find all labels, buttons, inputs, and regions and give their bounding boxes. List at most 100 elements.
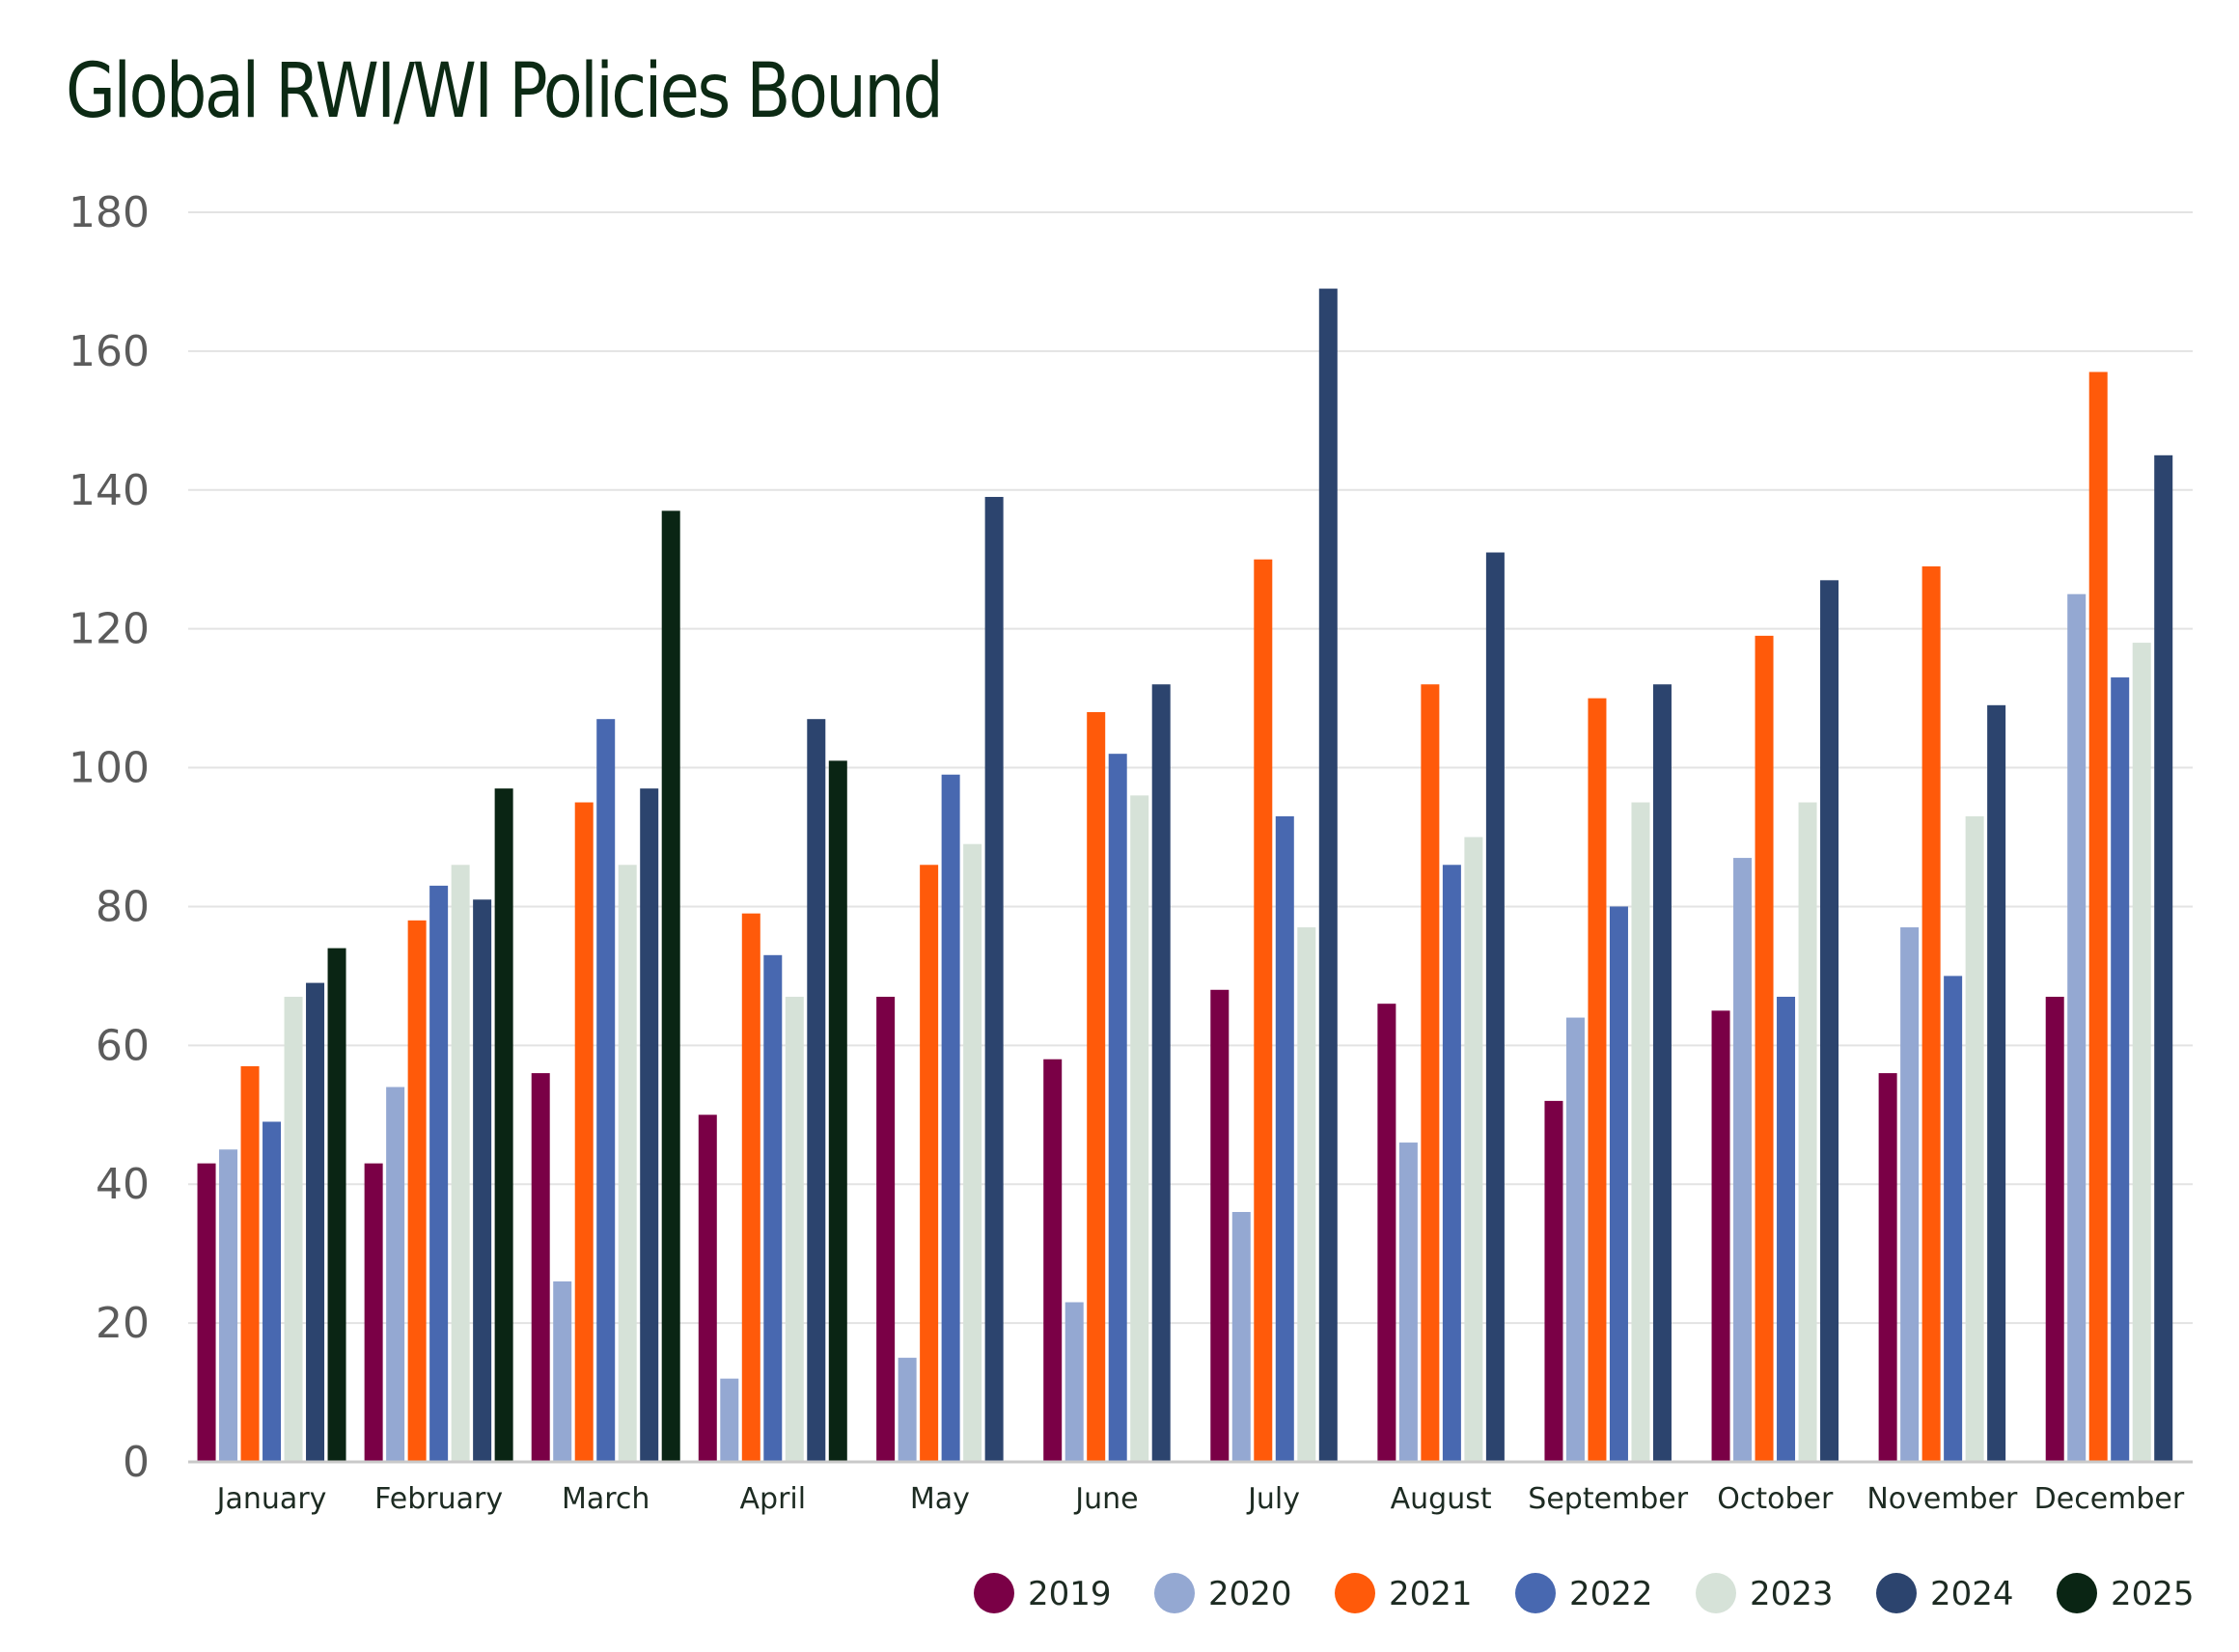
legend-item-2020: 2020 [1154, 1573, 1292, 1613]
bar-2023-may [963, 843, 982, 1462]
bar-2023-june [1130, 795, 1149, 1462]
bar-2022-june [1108, 754, 1127, 1462]
bar-2021-march [574, 802, 594, 1462]
bar-2024-may [984, 496, 1004, 1462]
bar-2021-october [1755, 635, 1774, 1462]
bar-2021-august [1421, 684, 1440, 1462]
bar-2020-september [1565, 1017, 1585, 1462]
x-tick-label: September [1528, 1482, 1688, 1516]
bar-2022-april [763, 954, 783, 1462]
bar-2023-august [1464, 837, 1483, 1462]
y-tick-label: 160 [69, 327, 150, 376]
legend-label: 2024 [1930, 1575, 2014, 1613]
bar-2019-october [1711, 1010, 1730, 1462]
legend-swatch [1335, 1573, 1375, 1613]
bar-2020-february [386, 1087, 405, 1462]
bar-2020-august [1398, 1143, 1418, 1462]
x-tick-label: May [910, 1482, 970, 1516]
bar-2019-february [364, 1163, 383, 1462]
legend-swatch [2057, 1573, 2097, 1613]
legend-label: 2022 [1569, 1575, 1653, 1613]
bar-2024-august [1485, 552, 1505, 1462]
legend-item-2023: 2023 [1696, 1573, 1834, 1613]
x-tick-label: June [1073, 1482, 1138, 1516]
y-axis-ticks: 0 20 40 60 80 100 120 140 160 180 [69, 188, 150, 1487]
bar-2024-december [2154, 454, 2173, 1462]
x-axis-ticks: January February March April May June July Augu… [215, 1482, 2185, 1516]
legend: 2019 2020 2021 2022 2023 2024 2025 [974, 1573, 2195, 1613]
bar-2022-march [596, 719, 616, 1462]
bar-2023-october [1798, 802, 1817, 1462]
bar-2020-march [553, 1280, 572, 1462]
legend-label: 2019 [1028, 1575, 1112, 1613]
legend-label: 2023 [1750, 1575, 1834, 1613]
bars [197, 289, 2173, 1463]
bar-2020-december [2067, 593, 2087, 1462]
bar-2019-june [1043, 1059, 1063, 1462]
bar-2020-january [219, 1149, 238, 1462]
x-tick-label: March [562, 1482, 650, 1516]
bar-2024-april [807, 719, 826, 1462]
bar-2024-september [1652, 684, 1672, 1462]
bar-2025-january [327, 948, 346, 1462]
bar-2020-june [1064, 1302, 1084, 1462]
bar-2021-july [1254, 559, 1273, 1462]
legend-swatch [1515, 1573, 1556, 1613]
bar-2021-september [1588, 698, 1607, 1462]
bar-2022-august [1442, 865, 1461, 1462]
y-tick-label: 120 [69, 605, 150, 654]
bar-2024-january [306, 982, 325, 1462]
x-tick-label: February [374, 1482, 503, 1516]
bar-2023-november [1965, 815, 1984, 1462]
bar-2022-may [941, 774, 960, 1462]
legend-item-2019: 2019 [974, 1573, 1112, 1613]
bar-2019-july [1210, 989, 1230, 1462]
bar-2023-january [284, 996, 303, 1462]
bar-2021-december [2088, 372, 2108, 1463]
bar-2023-april [785, 996, 804, 1462]
y-tick-label: 100 [69, 744, 150, 793]
bar-2021-april [741, 913, 760, 1462]
gridlines [188, 211, 2193, 1325]
bar-2020-april [720, 1378, 739, 1462]
bar-2021-june [1087, 712, 1106, 1462]
bar-2024-march [640, 788, 659, 1462]
bar-2020-july [1231, 1212, 1251, 1462]
bar-2024-june [1151, 684, 1171, 1462]
bar-2020-november [1900, 927, 1920, 1462]
bar-2020-may [898, 1358, 917, 1462]
bar-2019-january [197, 1163, 216, 1462]
bar-2023-february [451, 865, 470, 1462]
legend-label: 2020 [1208, 1575, 1292, 1613]
bar-2022-september [1609, 906, 1628, 1462]
legend-label: 2021 [1389, 1575, 1473, 1613]
bar-2021-may [920, 865, 939, 1462]
legend-swatch [1876, 1573, 1917, 1613]
bar-2022-november [1944, 976, 1963, 1462]
x-tick-label: July [1246, 1482, 1300, 1516]
bar-2025-february [494, 788, 513, 1462]
bar-2023-march [618, 865, 637, 1462]
bar-2019-november [1878, 1073, 1897, 1462]
bar-2019-may [876, 996, 896, 1462]
bar-2023-july [1297, 927, 1316, 1462]
bar-2020-october [1733, 858, 1753, 1462]
y-tick-label: 140 [69, 466, 150, 515]
y-tick-label: 80 [96, 882, 150, 931]
legend-swatch [1696, 1573, 1736, 1613]
bar-2023-september [1631, 802, 1650, 1462]
bar-2024-october [1820, 580, 1839, 1462]
legend-swatch [1154, 1573, 1195, 1613]
bar-2021-november [1921, 565, 1941, 1462]
x-tick-label: April [740, 1482, 807, 1516]
bar-2021-february [407, 920, 427, 1462]
legend-label: 2025 [2111, 1575, 2195, 1613]
bar-2019-december [2045, 996, 2064, 1462]
bar-2022-july [1275, 815, 1294, 1462]
bar-2019-september [1544, 1100, 1563, 1462]
y-tick-label: 60 [96, 1021, 150, 1070]
bar-2022-january [263, 1121, 282, 1462]
bar-2024-february [473, 899, 492, 1462]
